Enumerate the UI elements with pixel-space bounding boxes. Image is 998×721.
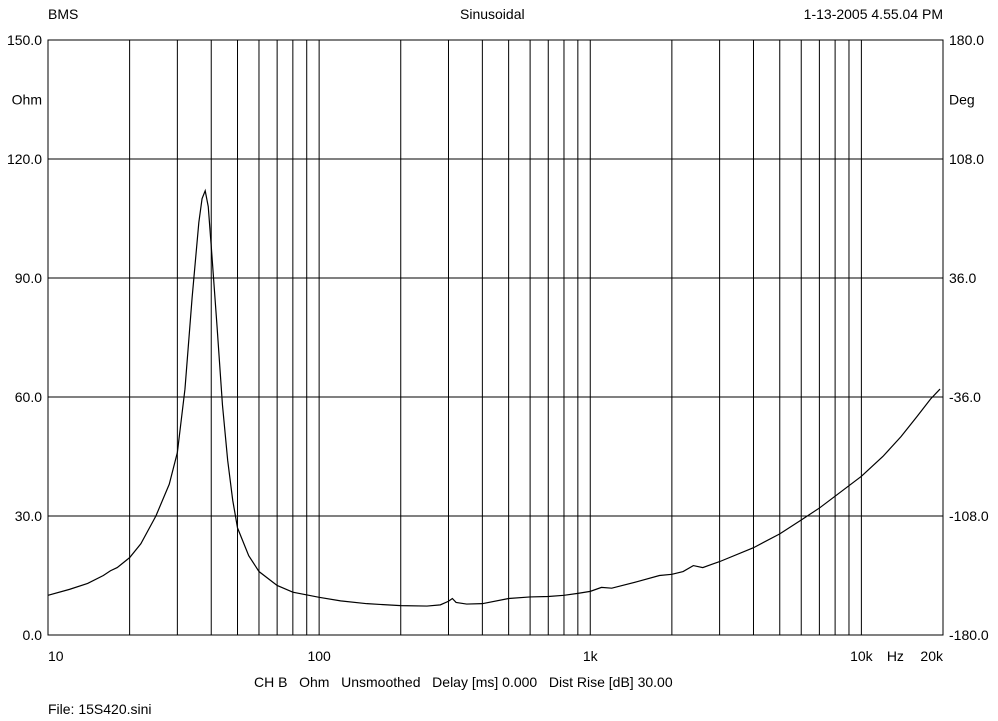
- y-tick-label: 30.0: [15, 508, 42, 524]
- x-tick-label: 10: [48, 648, 64, 664]
- y2-unit-label: Deg: [949, 92, 975, 108]
- y2-tick-label: 180.0: [949, 32, 984, 48]
- y2-tick-label: 108.0: [949, 151, 984, 167]
- x-tick-label: 100: [307, 648, 331, 664]
- header-left-label: BMS: [48, 6, 79, 22]
- y2-tick-label: 36.0: [949, 270, 976, 286]
- plot-frame: [47, 39, 944, 636]
- y2-tick-label: -108.0: [949, 508, 989, 524]
- timestamp-label: 1-13-2005 4.55.04 PM: [803, 6, 943, 22]
- impedance-curve: [47, 188, 941, 607]
- x-tick-label: 20k: [920, 648, 944, 664]
- x-unit-label: Hz: [887, 648, 904, 664]
- y2-tick-label: -36.0: [949, 389, 981, 405]
- y-unit-label: Ohm: [12, 92, 42, 108]
- y-tick-label: 60.0: [15, 389, 42, 405]
- grid-lines: [48, 40, 943, 635]
- y-tick-label: 90.0: [15, 270, 42, 286]
- y-tick-label: 120.0: [7, 151, 42, 167]
- y-tick-label: 0.0: [23, 627, 43, 643]
- chart-title: Sinusoidal: [460, 6, 525, 22]
- x-tick-label: 1k: [583, 648, 599, 664]
- x-tick-label: 10k: [850, 648, 874, 664]
- y-tick-label: 150.0: [7, 32, 42, 48]
- tick-labels: 0.0 30.0 60.0 90.0 120.0 150.0 Ohm -180.0 -108.0…: [7, 32, 989, 664]
- y2-tick-label: -180.0: [949, 627, 989, 643]
- file-label: File: 15S420.sini: [48, 701, 152, 717]
- channel-info: CH B Ohm Unsmoothed Delay [ms] 0.000 Dis…: [254, 674, 673, 690]
